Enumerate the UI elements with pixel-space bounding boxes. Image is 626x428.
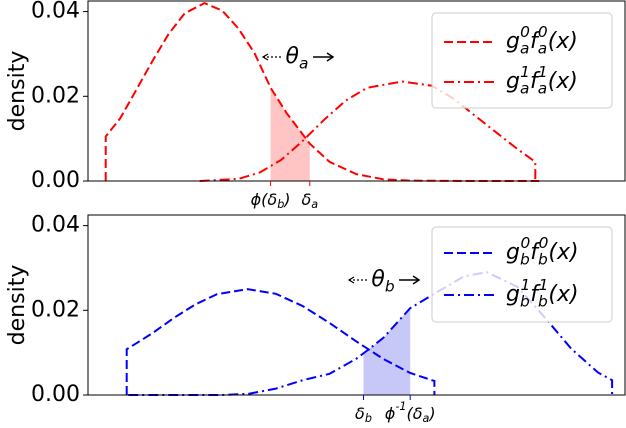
y-tick-label: 0.00 (31, 168, 80, 193)
axes-frame (87, 214, 626, 396)
density-curve (128, 271, 614, 396)
shaded-interval (363, 308, 411, 395)
legend-box (431, 226, 613, 323)
arrow-right-head (326, 52, 335, 62)
y-axis-label: density (5, 265, 30, 346)
y-tick-label: 0.00 (31, 382, 80, 407)
x-tick-label: δa​ (301, 190, 318, 211)
y-tick-label: 0.04 (31, 0, 80, 24)
legend-label: ga0fa0(x) (506, 23, 578, 58)
legend-label: ga1fa1(x) (506, 63, 578, 98)
shaded-interval (270, 87, 310, 181)
arrow-left-head (261, 53, 269, 61)
annotation: θb​ (371, 267, 394, 295)
legend-label: gb1fb1(x) (506, 276, 579, 311)
y-axis-label: density (5, 51, 30, 132)
y-tick-label: 0.04 (31, 213, 80, 238)
density-curve (125, 288, 436, 395)
density-curve (199, 80, 540, 182)
arrow-left-head (347, 276, 355, 284)
y-tick-label: 0.02 (31, 297, 80, 322)
legend-label: gb0fb0(x) (506, 234, 579, 269)
axes-frame (87, 0, 626, 182)
annotation: θa​ (286, 44, 309, 72)
x-tick-label: ϕ-1(δa) (385, 400, 436, 425)
legend-box (431, 12, 613, 109)
x-tick-label: δb​ (355, 404, 372, 425)
x-tick-label: ϕ(δb) (251, 190, 291, 211)
y-tick-label: 0.02 (31, 83, 80, 108)
density-curve (104, 1, 540, 182)
arrow-right-head (412, 275, 421, 285)
